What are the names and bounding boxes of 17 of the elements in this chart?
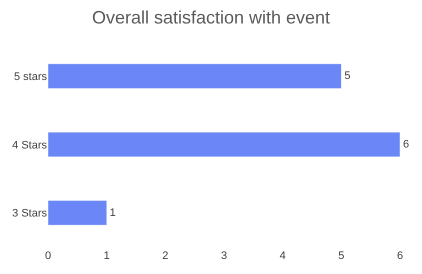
x-tick-label: 4	[280, 250, 286, 262]
y-tick-label: 5 stars	[14, 71, 48, 84]
x-tick-label: 0	[44, 250, 52, 262]
data-label: 5	[344, 70, 350, 82]
x-tick-label: 2	[162, 250, 168, 262]
x-tick-label: 6	[396, 250, 404, 262]
data-label: 1	[110, 206, 116, 219]
y-tick-label: 4 Stars	[12, 139, 48, 152]
x-tick-label: 5	[338, 250, 344, 262]
bar	[48, 132, 400, 158]
y-tick-label: 3 Stars	[12, 208, 48, 220]
x-tick-label: 3	[220, 250, 228, 262]
chart-title: Overall satisfaction with event	[92, 8, 330, 28]
x-tick-label: 1	[104, 250, 110, 262]
bar	[48, 64, 342, 89]
bar	[48, 200, 107, 226]
data-label: 6	[403, 138, 410, 150]
